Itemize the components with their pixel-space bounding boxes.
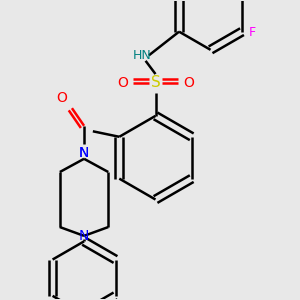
Text: N: N (79, 146, 89, 160)
Text: O: O (117, 76, 128, 90)
Text: HN: HN (133, 49, 152, 62)
Text: S: S (151, 75, 160, 90)
Text: N: N (79, 146, 89, 160)
Text: O: O (183, 76, 194, 90)
Text: F: F (248, 26, 256, 39)
Text: O: O (57, 91, 68, 105)
Text: N: N (79, 229, 89, 243)
